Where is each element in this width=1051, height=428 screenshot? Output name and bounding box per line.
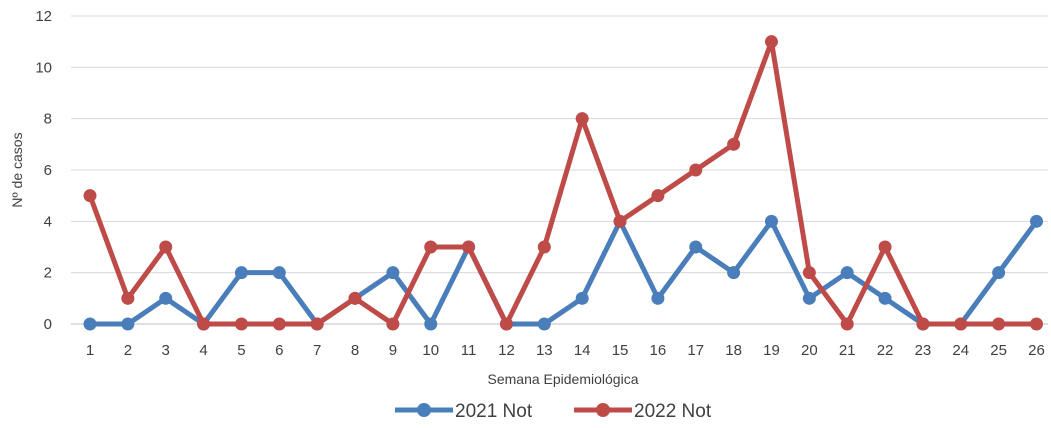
x-tick-label: 2 <box>124 342 132 359</box>
legend[interactable]: 2021 Not 2022 Not <box>395 401 712 422</box>
data-point[interactable] <box>992 317 1006 331</box>
data-point[interactable] <box>386 266 400 280</box>
x-tick-label: 4 <box>199 342 207 359</box>
x-tick-label: 12 <box>498 342 515 359</box>
data-point[interactable] <box>840 317 854 331</box>
x-tick-label: 19 <box>763 342 780 359</box>
data-point[interactable] <box>575 291 589 305</box>
x-tick-label: 1 <box>86 342 94 359</box>
data-point[interactable] <box>159 240 173 254</box>
gridlines <box>71 15 1048 325</box>
x-tick-label: 21 <box>839 342 856 359</box>
data-point[interactable] <box>121 317 135 331</box>
data-point[interactable] <box>764 35 778 49</box>
x-tick-label: 14 <box>574 342 591 359</box>
data-point[interactable] <box>234 266 248 280</box>
legend-item[interactable]: 2022 Not <box>574 401 712 422</box>
x-tick-label: 3 <box>162 342 170 359</box>
x-tick-label: 15 <box>612 342 629 359</box>
data-point[interactable] <box>234 317 248 331</box>
x-tick-label: 20 <box>801 342 818 359</box>
x-tick-label: 23 <box>915 342 932 359</box>
x-tick-label: 25 <box>990 342 1007 359</box>
data-point[interactable] <box>121 291 135 305</box>
data-point[interactable] <box>197 317 211 331</box>
data-point[interactable] <box>310 317 324 331</box>
x-tick-label: 5 <box>237 342 245 359</box>
x-tick-label: 11 <box>461 342 477 359</box>
y-tick-labels: 0 2 4 6 8 10 12 <box>35 8 52 333</box>
y-tick-label: 10 <box>35 59 52 76</box>
data-point[interactable] <box>1030 317 1043 331</box>
y-tick-label: 12 <box>35 8 52 25</box>
data-point[interactable] <box>613 214 627 228</box>
data-point[interactable] <box>689 240 703 254</box>
data-point[interactable] <box>424 240 438 254</box>
legend-label: 2021 Not <box>455 401 533 422</box>
x-tick-label: 8 <box>351 342 359 359</box>
x-tick-label: 6 <box>275 342 283 359</box>
x-tick-label: 16 <box>650 342 667 359</box>
x-tick-labels: 1 2 3 4 5 6 7 8 9 10 11 12 13 14 15 16 17 18 19 20 21 22 23 24 2… <box>86 342 1045 359</box>
data-point[interactable] <box>916 317 930 331</box>
legend-swatch-marker <box>417 403 431 417</box>
data-point[interactable] <box>83 317 97 331</box>
legend-swatch-marker <box>596 403 610 417</box>
data-point[interactable] <box>499 317 513 331</box>
data-point[interactable] <box>348 291 362 305</box>
data-point[interactable] <box>727 137 741 151</box>
data-point[interactable] <box>727 266 741 280</box>
x-tick-label: 22 <box>877 342 894 359</box>
data-point[interactable] <box>954 317 968 331</box>
data-point[interactable] <box>651 189 665 203</box>
x-axis-label: Semana Epidemiológica <box>488 371 639 387</box>
data-point[interactable] <box>764 214 778 228</box>
data-point[interactable] <box>651 291 665 305</box>
data-point[interactable] <box>462 240 476 254</box>
data-point[interactable] <box>840 266 854 280</box>
y-tick-label: 0 <box>44 316 52 333</box>
data-point[interactable] <box>992 266 1006 280</box>
x-tick-label: 7 <box>313 342 321 359</box>
data-point[interactable] <box>1030 214 1043 228</box>
data-point[interactable] <box>878 240 892 254</box>
data-point[interactable] <box>802 266 816 280</box>
data-point[interactable] <box>386 317 400 331</box>
series-layer <box>83 35 1043 331</box>
x-tick-label: 17 <box>687 342 704 359</box>
x-tick-label: 10 <box>422 342 439 359</box>
y-tick-label: 6 <box>44 162 52 179</box>
data-point[interactable] <box>537 317 551 331</box>
data-point[interactable] <box>424 317 438 331</box>
data-point[interactable] <box>802 291 816 305</box>
data-point[interactable] <box>272 317 286 331</box>
legend-label: 2022 Not <box>634 401 712 422</box>
data-point[interactable] <box>537 240 551 254</box>
x-tick-label: 9 <box>389 342 397 359</box>
data-point[interactable] <box>272 266 286 280</box>
y-axis-label: Nº de casos <box>9 132 25 207</box>
data-point[interactable] <box>159 291 173 305</box>
data-point[interactable] <box>575 112 589 126</box>
data-point[interactable] <box>689 163 703 177</box>
data-point[interactable] <box>83 189 97 203</box>
x-tick-label: 24 <box>952 342 969 359</box>
y-tick-label: 8 <box>44 111 52 128</box>
x-tick-label: 13 <box>536 342 553 359</box>
data-point[interactable] <box>878 291 892 305</box>
x-tick-label: 26 <box>1028 342 1045 359</box>
legend-item[interactable]: 2021 Not <box>395 401 533 422</box>
y-tick-label: 2 <box>44 265 52 282</box>
x-tick-label: 18 <box>725 342 742 359</box>
series-1 <box>83 35 1043 331</box>
y-tick-label: 4 <box>44 213 52 230</box>
